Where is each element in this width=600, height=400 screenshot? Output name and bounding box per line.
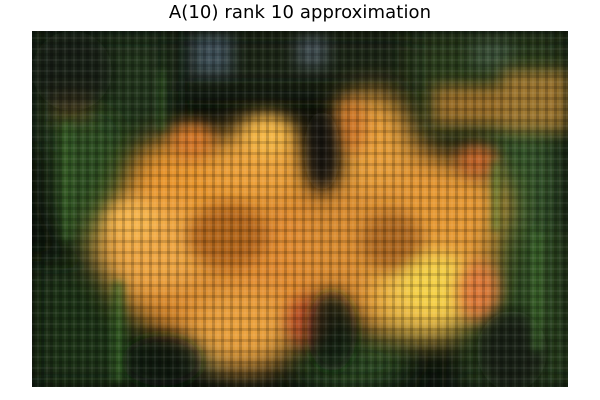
image-panel	[32, 31, 568, 387]
horizontal-banding	[32, 31, 568, 387]
plot-title: A(10) rank 10 approximation	[168, 2, 432, 23]
lily-photo-approximation	[32, 31, 568, 387]
